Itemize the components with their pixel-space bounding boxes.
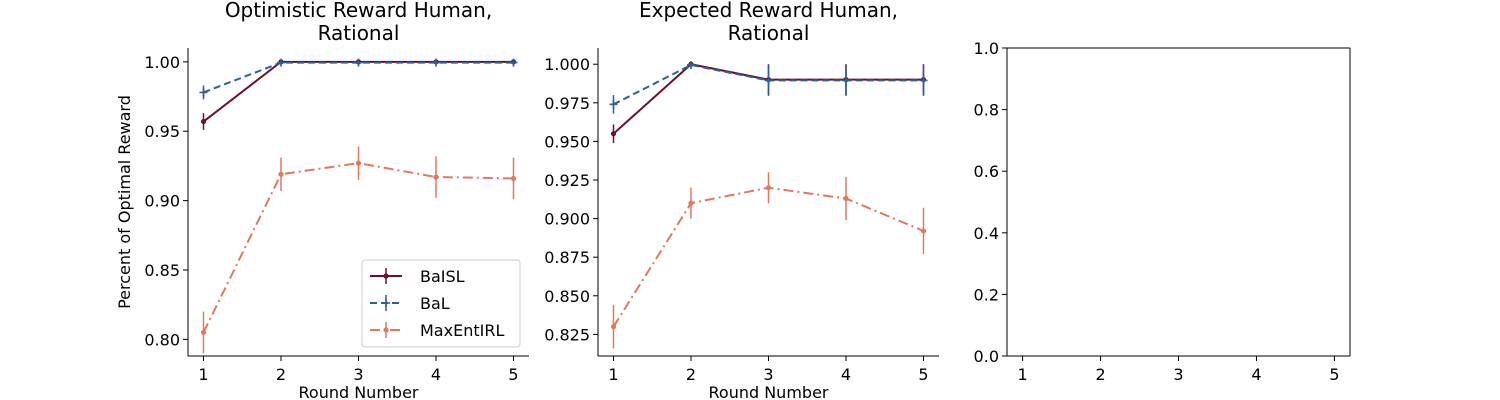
y-tick-label: 0.825 <box>544 325 590 344</box>
y-tick-label: 1.00 <box>144 53 180 72</box>
y-tick-label: 0.950 <box>544 132 590 151</box>
x-tick-label: 4 <box>431 365 441 384</box>
x-tick-label: 1 <box>198 365 208 384</box>
legend-item: BaL <box>370 294 450 313</box>
series-maxentirl <box>610 172 927 349</box>
data-point <box>843 195 849 202</box>
legend-item: MaxEntIRL <box>370 321 504 340</box>
y-tick-label: 0.850 <box>544 287 590 306</box>
y-tick-label: 0.95 <box>144 122 180 141</box>
data-point <box>355 160 362 166</box>
x-tick-label: 2 <box>276 365 286 384</box>
data-point <box>278 171 284 177</box>
x-tick-label: 5 <box>1329 365 1339 384</box>
data-point <box>764 76 773 85</box>
y-tick-label: 1.0 <box>974 39 999 58</box>
x-tick-label: 5 <box>508 365 518 384</box>
data-point <box>609 100 618 109</box>
data-point <box>277 58 285 67</box>
x-axis-label: Round Number <box>299 383 419 400</box>
y-axis-label: Percent of Optimal Reward <box>115 95 134 309</box>
x-tick-label: 4 <box>1251 365 1261 384</box>
data-point <box>842 76 850 85</box>
x-tick-label: 1 <box>1017 365 1027 384</box>
data-point <box>510 175 517 182</box>
data-point <box>354 58 363 67</box>
chart-title: Expected Reward Human, <box>639 0 898 22</box>
x-tick-label: 3 <box>763 365 773 384</box>
chart-panel-3: 1 2 3 4 5 0.0 0.2 0.4 0.6 0.8 1.0 <box>974 39 1351 384</box>
data-point <box>199 88 208 97</box>
x-tick-label: 5 <box>918 365 928 384</box>
legend-item: BaISL <box>370 267 465 286</box>
legend-marker <box>382 299 390 307</box>
legend-label: MaxEntIRL <box>420 321 504 340</box>
data-point <box>200 329 207 336</box>
series-bal <box>199 58 518 100</box>
data-point <box>920 228 927 234</box>
x-tick-label: 1 <box>608 365 618 384</box>
y-tick-label: 0.975 <box>544 94 590 113</box>
series-line <box>612 186 924 328</box>
legend: BaISL BaL MaxEntIRL <box>361 259 521 348</box>
x-axis-label: Round Number <box>709 383 829 400</box>
data-point <box>610 131 617 137</box>
series-maxentirl <box>200 146 517 354</box>
y-tick-label: 0.8 <box>974 101 999 120</box>
chart-panel-2: 1 2 3 4 5 0.825 0.850 0.875 0.900 0.925 0.950 0.975… <box>544 0 939 400</box>
x-tick-label: 4 <box>841 365 851 384</box>
data-point <box>688 200 694 206</box>
series-line <box>202 60 514 123</box>
x-tick-label: 3 <box>353 365 363 384</box>
y-tick-label: 0.6 <box>974 162 999 181</box>
y-tick-label: 1.000 <box>544 55 590 74</box>
data-point <box>509 58 518 67</box>
y-tick-label: 0.4 <box>974 224 999 243</box>
data-point <box>200 118 207 125</box>
y-tick-label: 0.925 <box>544 171 590 190</box>
legend-marker <box>383 273 389 279</box>
y-tick-label: 0.0 <box>974 347 999 366</box>
series-bal <box>609 60 928 114</box>
y-tick-label: 0.2 <box>974 285 999 304</box>
chart-panel-1: 1 2 3 4 5 0.80 0.85 0.90 0.95 1.00 Optimistic Rewa… <box>115 0 529 400</box>
legend-label: BaISL <box>420 267 465 286</box>
y-tick-label: 0.875 <box>544 248 590 267</box>
data-point <box>687 60 695 69</box>
x-tick-label: 3 <box>1173 365 1183 384</box>
series-baisl <box>200 59 517 130</box>
chart-title: Rational <box>318 21 400 45</box>
data-point <box>610 324 617 330</box>
chart-title: Rational <box>728 21 810 45</box>
data-point <box>765 185 772 191</box>
x-tick-label: 2 <box>1095 365 1105 384</box>
y-tick-label: 0.85 <box>144 261 180 280</box>
y-tick-label: 0.80 <box>144 330 180 349</box>
legend-label: BaL <box>420 294 450 313</box>
y-tick-label: 0.900 <box>544 210 590 229</box>
data-point <box>919 76 928 85</box>
x-tick-label: 2 <box>686 365 696 384</box>
data-point <box>432 58 440 67</box>
chart-title: Optimistic Reward Human, <box>225 0 492 22</box>
series-line <box>203 61 514 94</box>
legend-box <box>361 259 521 348</box>
y-tick-label: 0.90 <box>144 192 180 211</box>
data-point <box>433 174 439 180</box>
legend-marker <box>383 327 389 333</box>
